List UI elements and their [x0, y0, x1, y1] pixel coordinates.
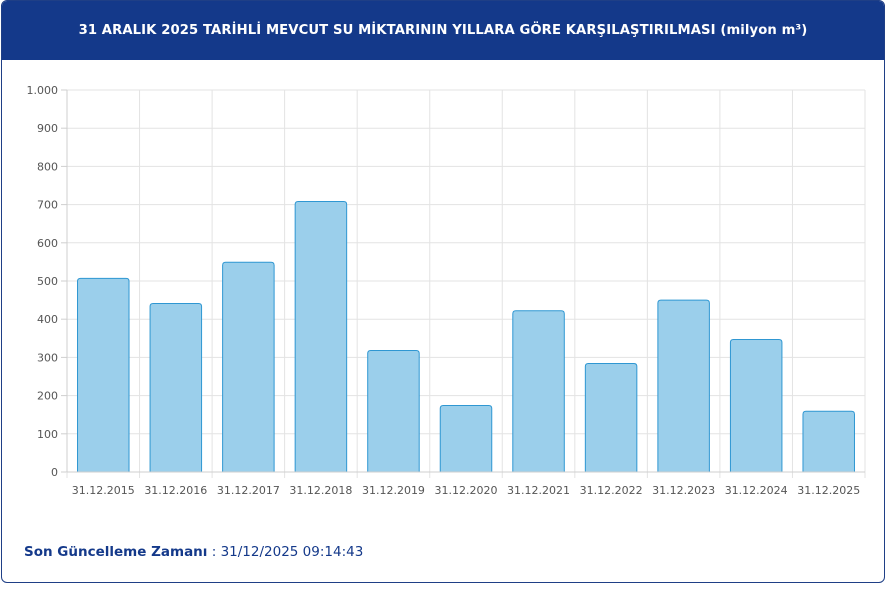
y-tick-label: 900 — [37, 122, 58, 135]
bar — [367, 350, 420, 473]
y-tick-label: 1.000 — [27, 84, 59, 97]
x-tick-label: 31.12.2023 — [652, 484, 715, 497]
bar-chart: 0 100 200 300 400 500 600 700 800 900 1.000 31.12.2… — [27, 84, 866, 497]
y-tick-label: 300 — [37, 351, 58, 364]
chart-area: 0 100 200 300 400 500 600 700 800 900 1.000 31.12.2… — [2, 60, 884, 510]
x-tick-label: 31.12.2019 — [362, 484, 425, 497]
bar — [512, 310, 565, 473]
bar — [584, 363, 638, 473]
x-tick-label: 31.12.2018 — [289, 484, 352, 497]
chart-card: 31 ARALIK 2025 TARİHLİ MEVCUT SU MİKTARI… — [1, 0, 885, 583]
last-updated: Son Güncelleme Zamanı : 31/12/2025 09:14… — [24, 544, 363, 560]
x-tick-label: 31.12.2015 — [72, 484, 135, 497]
bar — [149, 303, 203, 473]
x-tick-label: 31.12.2020 — [435, 484, 498, 497]
bar — [802, 410, 855, 473]
bar — [657, 299, 710, 473]
y-tick-label: 100 — [37, 428, 58, 441]
bar — [77, 277, 130, 473]
y-tick-label: 600 — [37, 237, 58, 250]
bar — [729, 338, 783, 473]
x-tick-label: 31.12.2024 — [725, 484, 788, 497]
x-tick-label: 31.12.2021 — [507, 484, 570, 497]
bar — [222, 261, 275, 473]
y-tick-label: 700 — [37, 199, 58, 212]
x-tick-label: 31.12.2025 — [797, 484, 860, 497]
chart-title: 31 ARALIK 2025 TARİHLİ MEVCUT SU MİKTARI… — [78, 23, 808, 38]
x-tick-label: 31.12.2017 — [217, 484, 280, 497]
y-tick-label: 800 — [37, 160, 58, 173]
y-tick-label: 200 — [37, 390, 58, 403]
x-tick-label: 31.12.2022 — [580, 484, 643, 497]
y-tick-label: 400 — [37, 313, 58, 326]
y-tick-label: 0 — [51, 466, 58, 479]
y-tick-label: 500 — [37, 275, 58, 288]
last-updated-value: 31/12/2025 09:14:43 — [220, 544, 364, 560]
bar — [439, 405, 493, 473]
last-updated-separator: : — [207, 544, 221, 560]
x-tick-label: 31.12.2016 — [144, 484, 207, 497]
bar — [294, 201, 348, 473]
chart-header: 31 ARALIK 2025 TARİHLİ MEVCUT SU MİKTARI… — [2, 1, 884, 60]
last-updated-label: Son Güncelleme Zamanı — [24, 544, 208, 560]
